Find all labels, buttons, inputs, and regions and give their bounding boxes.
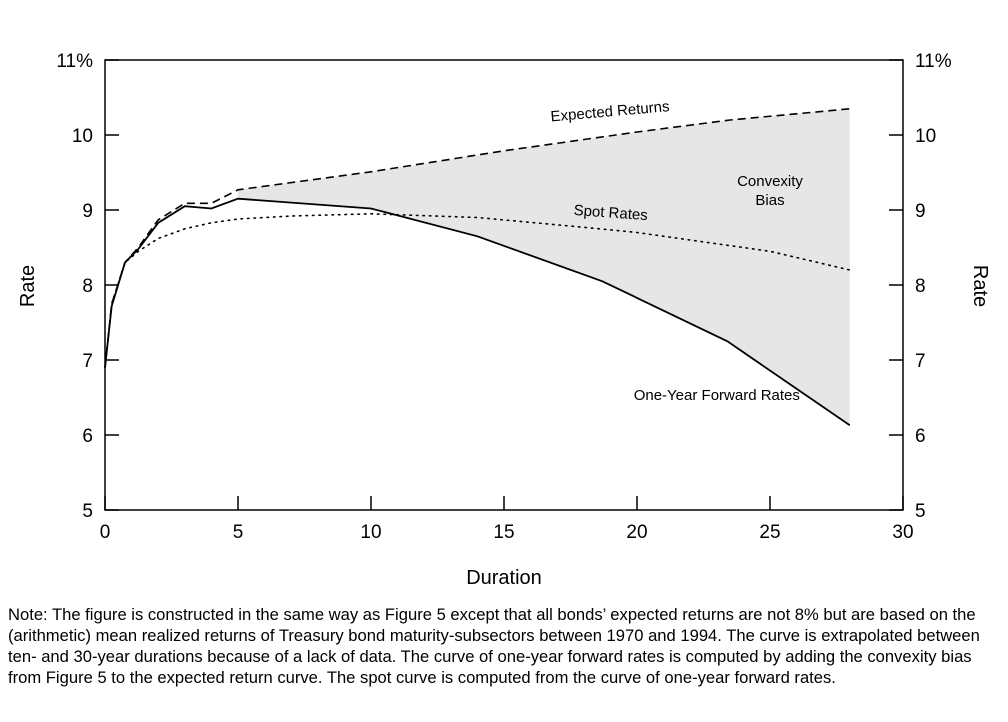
- x-tick-label: 30: [892, 522, 913, 543]
- y-tick-label-right: 6: [915, 426, 926, 447]
- annotation-label: Spot Rates: [573, 202, 648, 224]
- figure-note: Note: The figure is constructed in the s…: [8, 605, 980, 687]
- x-tick-label: 0: [100, 522, 111, 543]
- annotation-label: One-Year Forward Rates: [634, 387, 800, 404]
- annotation-label: Convexity: [737, 173, 803, 190]
- x-tick-label: 20: [626, 522, 647, 543]
- annotation-label: Expected Returns: [550, 98, 670, 125]
- y-tick-label-right: 11%: [915, 51, 952, 72]
- y-tick-label-left: 6: [82, 426, 93, 447]
- y-tick-label-right: 5: [915, 501, 926, 522]
- y-axis-title-left: Rate: [17, 265, 39, 307]
- annotation-label: Bias: [755, 192, 784, 209]
- y-tick-label-left: 11%: [56, 51, 93, 72]
- y-axis-title-right: Rate: [969, 265, 991, 307]
- spot-rates-line: [104, 212, 851, 369]
- forward-rates-line: [104, 197, 851, 427]
- x-tick-label: 5: [233, 522, 244, 543]
- y-tick-label-right: 8: [915, 276, 926, 297]
- x-tick-label: 10: [360, 522, 381, 543]
- axis-ticks: [104, 59, 904, 511]
- y-tick-label-right: 7: [915, 351, 926, 372]
- y-tick-label-left: 8: [82, 276, 93, 297]
- y-tick-label-left: 5: [82, 501, 93, 522]
- x-tick-label: 15: [493, 522, 514, 543]
- y-tick-label-right: 10: [915, 126, 936, 147]
- y-tick-label-left: 9: [82, 201, 93, 222]
- x-axis-title: Duration: [466, 567, 542, 589]
- y-tick-label-left: 7: [82, 351, 93, 372]
- convexity-bias-area: [238, 108, 850, 426]
- y-tick-label-left: 10: [72, 126, 93, 147]
- y-tick-label-right: 9: [915, 201, 926, 222]
- x-tick-label: 25: [759, 522, 780, 543]
